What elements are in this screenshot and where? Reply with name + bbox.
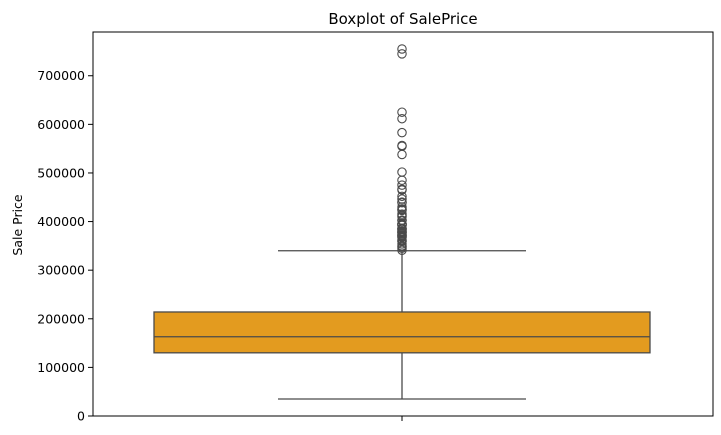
y-axis-label: Sale Price bbox=[10, 194, 25, 256]
outlier-point bbox=[397, 113, 407, 124]
y-tick-label: 300000 bbox=[37, 263, 85, 278]
outlier-point bbox=[397, 245, 407, 255]
outlier-point bbox=[397, 205, 407, 216]
y-tick-label: 700000 bbox=[37, 68, 85, 83]
iqr-box bbox=[153, 311, 651, 354]
y-tick-label: 400000 bbox=[37, 214, 85, 229]
outlier-point bbox=[397, 180, 407, 190]
outlier-point bbox=[397, 149, 407, 160]
outlier-point bbox=[397, 185, 407, 195]
outlier-point bbox=[397, 175, 407, 186]
y-tick-label: 500000 bbox=[37, 165, 85, 180]
y-tick-label: 200000 bbox=[37, 311, 85, 326]
y-tick-label: 100000 bbox=[37, 360, 85, 375]
y-tick-label: 600000 bbox=[37, 117, 85, 132]
plot-area: 0 100000 200000 300000 400000 500000 600000 700… bbox=[37, 31, 714, 424]
outlier-point bbox=[397, 107, 407, 117]
outlier-point bbox=[397, 191, 407, 202]
outlier-point bbox=[397, 127, 407, 138]
chart-title: Boxplot of SalePrice bbox=[328, 10, 477, 28]
outlier-point bbox=[397, 44, 407, 54]
plot-frame bbox=[92, 31, 714, 417]
outlier-point bbox=[397, 197, 407, 208]
outlier-point bbox=[397, 49, 407, 59]
y-tick-label: 0 bbox=[77, 409, 85, 424]
outlier-point bbox=[397, 167, 407, 177]
